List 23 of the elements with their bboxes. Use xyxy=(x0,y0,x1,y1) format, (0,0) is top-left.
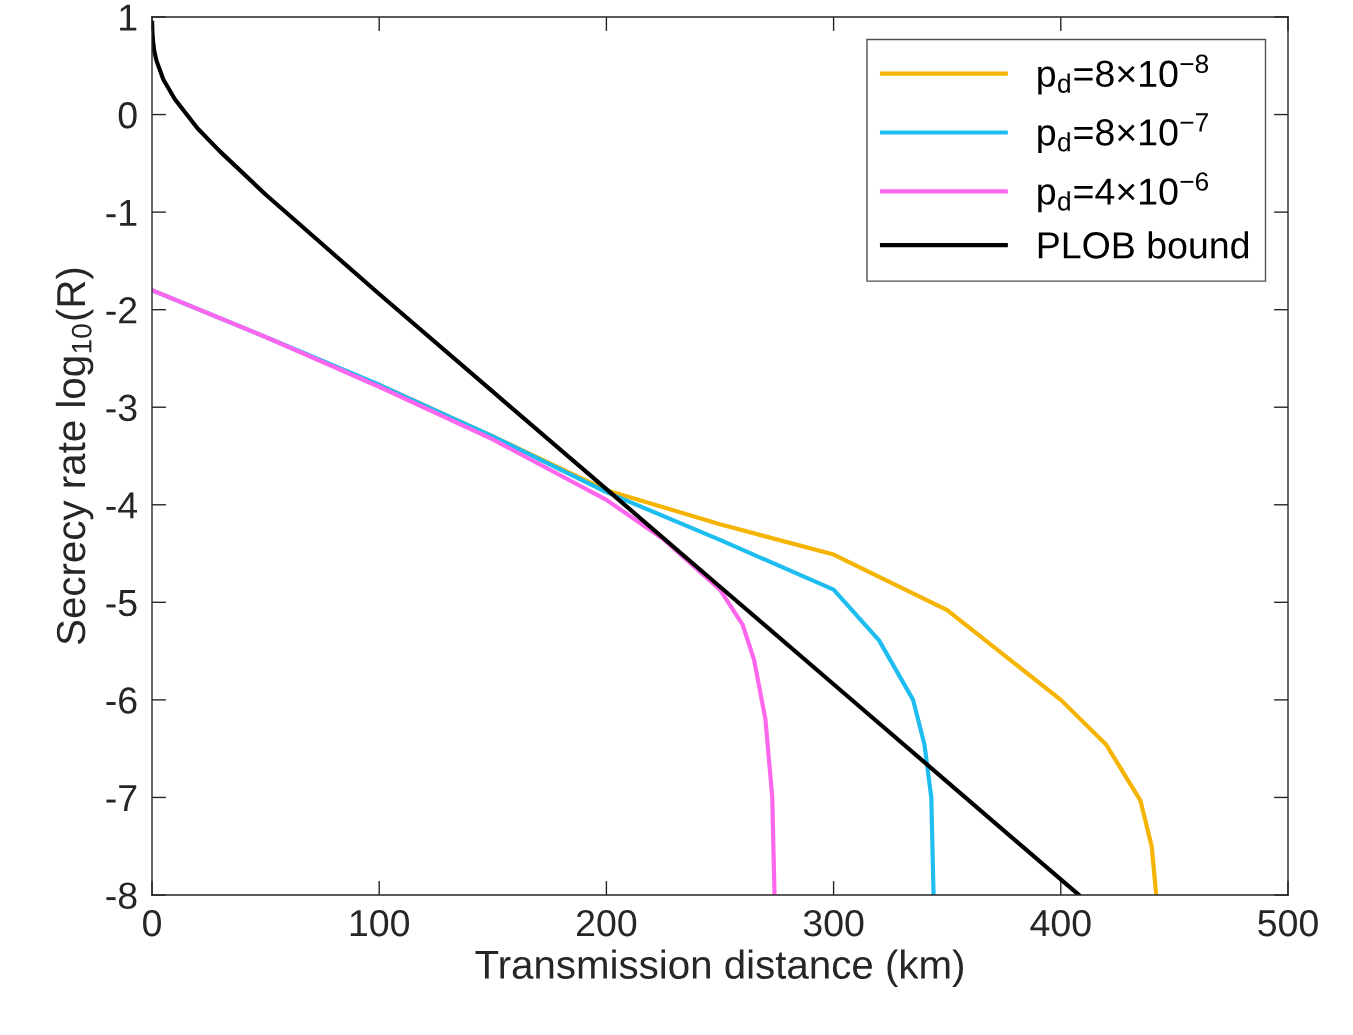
x-tick-label: 400 xyxy=(1030,909,1091,937)
y-tick-label: -6 xyxy=(106,687,137,714)
x-tick-label: 500 xyxy=(1258,909,1318,937)
y-axis-title: Secrecy rate log$_{10}$(R) xyxy=(55,268,94,645)
y-tick-label: 0 xyxy=(118,101,137,129)
legend-label: p$_{d}$=8×10$^{−8}$ xyxy=(1038,54,1209,95)
y-tick-label: -4 xyxy=(106,492,138,519)
legend-label: PLOB bound xyxy=(1038,231,1249,259)
legend-label: p$_{d}$=8×10$^{−7}$ xyxy=(1038,113,1208,154)
x-tick-label: 300 xyxy=(803,909,864,937)
y-tick-label: 1 xyxy=(120,4,137,31)
y-tick-label: -3 xyxy=(106,394,137,422)
y-tick-label: -7 xyxy=(106,785,137,812)
y-tick-label: -2 xyxy=(106,297,137,324)
line-series xyxy=(152,288,777,895)
x-axis-title: Transmission distance (km) xyxy=(475,949,963,987)
y-tick-label: -8 xyxy=(106,882,137,909)
y-tick-label: -5 xyxy=(106,590,137,617)
y-tick-label: -1 xyxy=(106,199,137,226)
x-tick-label: 100 xyxy=(350,909,410,937)
x-tick-label: 0 xyxy=(143,909,161,937)
x-tick-label: 200 xyxy=(577,909,637,937)
legend-label: p$_{d}$=4×10$^{−6}$ xyxy=(1038,172,1209,213)
